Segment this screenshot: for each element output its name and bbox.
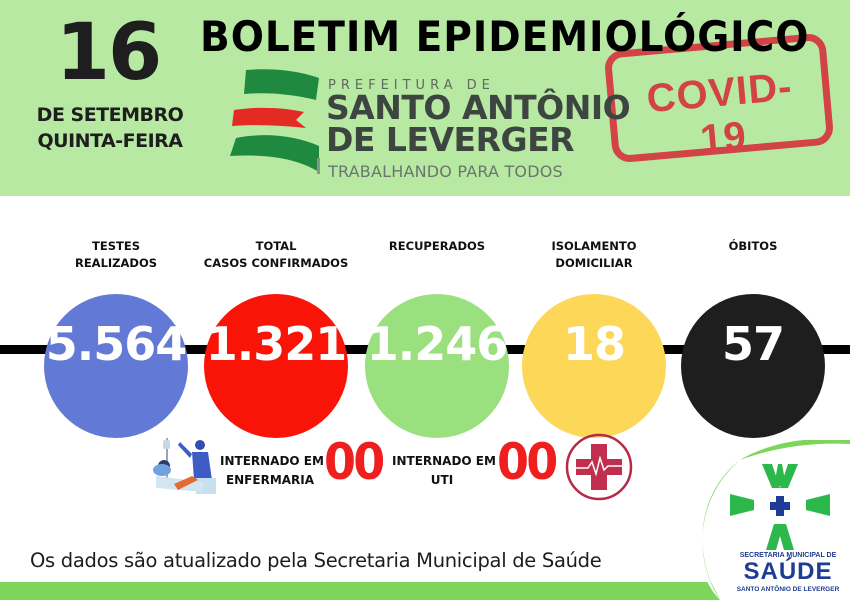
stat-label: ÓBITOS	[673, 238, 833, 274]
prefeitura-name-line1: SANTO ANTÔNIO	[326, 88, 631, 127]
stat-confirmed: TOTAL CASOS CONFIRMADOS 1.321	[196, 238, 356, 438]
hosp-icu-label: INTERNADO EM UTI	[392, 452, 496, 490]
stat-label: RECUPERADOS	[357, 238, 517, 274]
stat-isolation: ISOLAMENTO DOMICILIAR 18	[514, 238, 674, 438]
saude-logo-icon	[730, 464, 830, 550]
stat-label-line1: ISOLAMENTO	[551, 239, 637, 253]
hosp-icu-label-line2: UTI	[430, 473, 454, 487]
hosp-ward-label: INTERNADO EM ENFERMARIA	[220, 452, 324, 490]
prefeitura-flag-icon	[230, 69, 320, 174]
stat-value: 18	[562, 317, 626, 371]
stat-label: ISOLAMENTO DOMICILIAR	[514, 238, 674, 274]
stat-circle-red	[204, 294, 348, 438]
stat-circle-black	[681, 294, 825, 438]
page-title: BOLETIM EPIDEMIOLÓGICO	[200, 12, 810, 61]
stat-label-line1: RECUPERADOS	[388, 239, 486, 253]
stat-label-line2: REALIZADOS	[74, 256, 158, 270]
footer-note: Os dados são atualizado pela Secretaria …	[30, 549, 602, 572]
stat-recovered: RECUPERADOS 1.246	[357, 238, 517, 438]
date-day: 16	[55, 8, 163, 98]
green-swoosh-decoration	[698, 440, 850, 600]
saude-logo-top: SECRETARIA MUNICIPAL DE	[739, 552, 837, 559]
stat-value: 57	[721, 317, 785, 371]
footer-bar	[0, 582, 850, 600]
stat-label-line1: TOTAL	[255, 239, 297, 253]
stat-label-line2: DOMICILIAR	[555, 256, 633, 270]
stat-label-line2: CASOS CONFIRMADOS	[203, 256, 349, 270]
saude-logo-bottom: SANTO ANTÔNIO DE LEVERGER	[736, 586, 840, 593]
prefeitura-prefix: PREFEITURA DE	[328, 78, 495, 93]
date-month: DE SETEMBRO	[36, 104, 184, 126]
stat-circle-blue	[44, 294, 188, 438]
date-weekday: QUINTA-FEIRA	[37, 130, 184, 152]
hosp-ward-value: 00	[324, 433, 385, 491]
stat-deaths: ÓBITOS 57	[673, 238, 833, 438]
header-banner	[0, 0, 850, 196]
hosp-ward-label-line2: ENFERMARIA	[225, 473, 315, 487]
hosp-ward-label-line1: INTERNADO EM	[220, 454, 324, 468]
stat-value: 1.246	[366, 317, 509, 371]
stat-value: 1.321	[205, 317, 348, 371]
hosp-icu-label-line1: INTERNADO EM	[392, 454, 496, 468]
stat-value: 5.564	[45, 317, 188, 371]
hosp-icu-value: 00	[497, 433, 558, 491]
stat-circle-yellow	[522, 294, 666, 438]
prefeitura-slogan: TRABALHANDO PARA TODOS	[328, 162, 563, 181]
stat-label: TOTAL CASOS CONFIRMADOS	[196, 238, 356, 274]
stat-label-line1: TESTES	[92, 239, 140, 253]
stat-label-line1: ÓBITOS	[728, 239, 778, 253]
patient-bed-icon	[153, 438, 216, 494]
medical-cross-heartbeat-icon	[565, 433, 633, 501]
covid-stamp-text: COVID-19	[644, 64, 795, 162]
stat-circle-green	[365, 294, 509, 438]
saude-logo-main: SAÚDE	[743, 558, 833, 585]
stat-tests: TESTES REALIZADOS 5.564	[36, 238, 196, 438]
stat-label: TESTES REALIZADOS	[36, 238, 196, 274]
prefeitura-name-line2: DE LEVERGER	[326, 120, 575, 159]
